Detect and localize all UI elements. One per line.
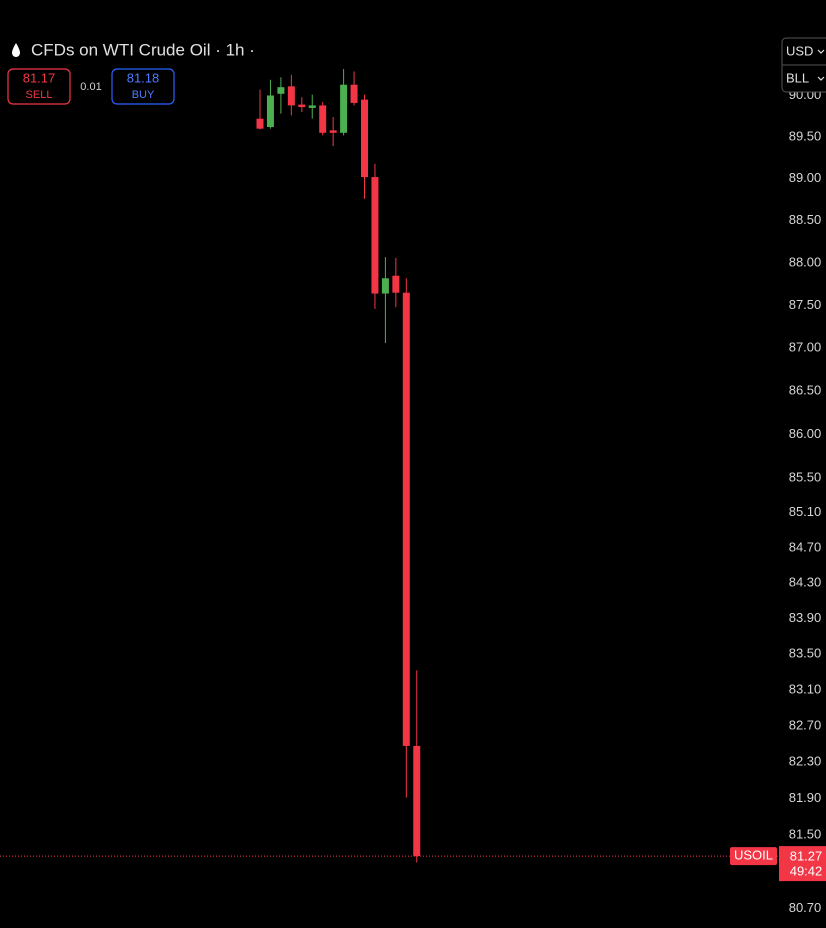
y-tick-label: 89.00 bbox=[789, 170, 822, 185]
candle-body bbox=[350, 84, 358, 103]
y-tick-label: 82.70 bbox=[789, 718, 822, 733]
candle-body bbox=[361, 99, 368, 178]
candle-body bbox=[287, 86, 295, 106]
buy-price: 81.18 bbox=[127, 70, 160, 85]
candle-body bbox=[298, 104, 306, 108]
y-tick-label: 86.00 bbox=[789, 426, 822, 441]
drop-icon bbox=[12, 43, 20, 57]
candle-body bbox=[329, 130, 337, 133]
y-tick-label: 81.90 bbox=[789, 790, 822, 805]
buy-label: BUY bbox=[132, 89, 155, 101]
currency[interactable]: USD bbox=[786, 43, 813, 58]
chevrons bbox=[817, 49, 825, 81]
last-price-tag bbox=[779, 846, 826, 882]
buy-button[interactable] bbox=[111, 68, 175, 105]
candle-body bbox=[256, 118, 264, 129]
y-tick-label: 82.30 bbox=[789, 754, 822, 769]
candle-body bbox=[319, 105, 327, 133]
symbol-tag bbox=[730, 847, 777, 866]
chart-title: CFDs on WTI Crude Oil · 1h · bbox=[31, 40, 255, 59]
y-tick-label: 83.90 bbox=[789, 610, 822, 625]
sell-price: 81.17 bbox=[23, 70, 56, 85]
sell-button[interactable] bbox=[7, 68, 71, 105]
y-tick-label: 89.50 bbox=[789, 128, 822, 143]
y-tick-label: 80.70 bbox=[789, 900, 822, 915]
candle-body bbox=[392, 275, 400, 293]
y-tick-label: 83.10 bbox=[789, 682, 822, 697]
unit[interactable]: BLL bbox=[786, 70, 809, 85]
candle-body bbox=[402, 292, 410, 746]
candle-body bbox=[308, 105, 316, 108]
y-tick-label: 85.10 bbox=[789, 504, 822, 519]
y-tick-label: 84.30 bbox=[789, 575, 822, 590]
candle-body bbox=[371, 177, 379, 294]
y-tick-label: 84.70 bbox=[789, 539, 822, 554]
sell-label: SELL bbox=[26, 89, 53, 101]
candle-body bbox=[266, 95, 274, 128]
candle-body bbox=[340, 84, 348, 133]
y-tick-label: 81.50 bbox=[789, 826, 822, 841]
candle-body bbox=[277, 87, 285, 94]
y-tick-label: 87.00 bbox=[789, 340, 822, 355]
spread: 0.01 bbox=[80, 81, 101, 93]
symbol-label: USOIL bbox=[734, 848, 773, 863]
candle-body bbox=[413, 745, 421, 857]
y-tick-label: 88.00 bbox=[789, 254, 822, 269]
last-price-label: 81.27 bbox=[790, 849, 823, 864]
y-tick-label: 88.50 bbox=[789, 212, 822, 227]
candle-body bbox=[381, 278, 389, 294]
y-tick-label: 83.50 bbox=[789, 646, 822, 661]
y-tick-label: 87.50 bbox=[789, 297, 822, 312]
countdown: 49:42 bbox=[790, 864, 823, 879]
y-tick-label: 85.50 bbox=[789, 469, 822, 484]
y-tick-label: 86.50 bbox=[789, 383, 822, 398]
plot-area: 90.0089.5089.0088.5088.0087.5087.0086.50… bbox=[256, 69, 822, 915]
